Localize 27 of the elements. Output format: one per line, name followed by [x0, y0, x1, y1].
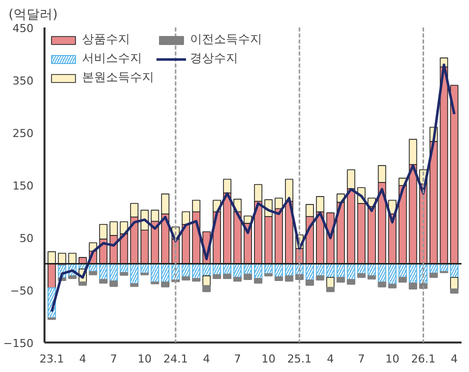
- y-tick-label: 150: [12, 180, 34, 192]
- y-tick-label: −150: [3, 337, 34, 350]
- legend-label: 본원소득수지: [82, 69, 154, 86]
- x-tick-label: 7: [358, 352, 365, 366]
- x-tick-label: 7: [234, 352, 242, 366]
- y-tick-label: −50: [10, 284, 34, 298]
- x-tick-label: 4: [326, 352, 334, 366]
- x-tick-label: 23.1: [39, 352, 64, 366]
- x-tick-label: 25.1: [287, 352, 312, 366]
- y-tick-label: 50: [20, 232, 34, 245]
- x-tick-label: 24.1: [163, 352, 188, 366]
- x-tick-label: 4: [79, 352, 86, 366]
- y-tick-label: 450: [12, 22, 34, 35]
- x-tick-label: 26.1: [411, 352, 436, 366]
- x-tick-label: 10: [261, 352, 276, 366]
- x-tick-label: 4: [203, 352, 210, 366]
- legend-label: 이전소득수지: [190, 31, 262, 48]
- legend-label: 서비스수지: [82, 50, 142, 67]
- x-tick-label: 10: [138, 352, 152, 366]
- x-tick-label: 7: [110, 352, 118, 366]
- legend-label: 상품수지: [82, 31, 130, 48]
- y-tick-label: 250: [12, 127, 34, 140]
- legend-label: 경상수지: [190, 50, 238, 67]
- y-axis-title: (억달러): [8, 8, 58, 22]
- x-tick-label: 10: [385, 352, 400, 366]
- y-tick-label: 350: [12, 74, 34, 88]
- x-tick-label: 4: [450, 352, 458, 366]
